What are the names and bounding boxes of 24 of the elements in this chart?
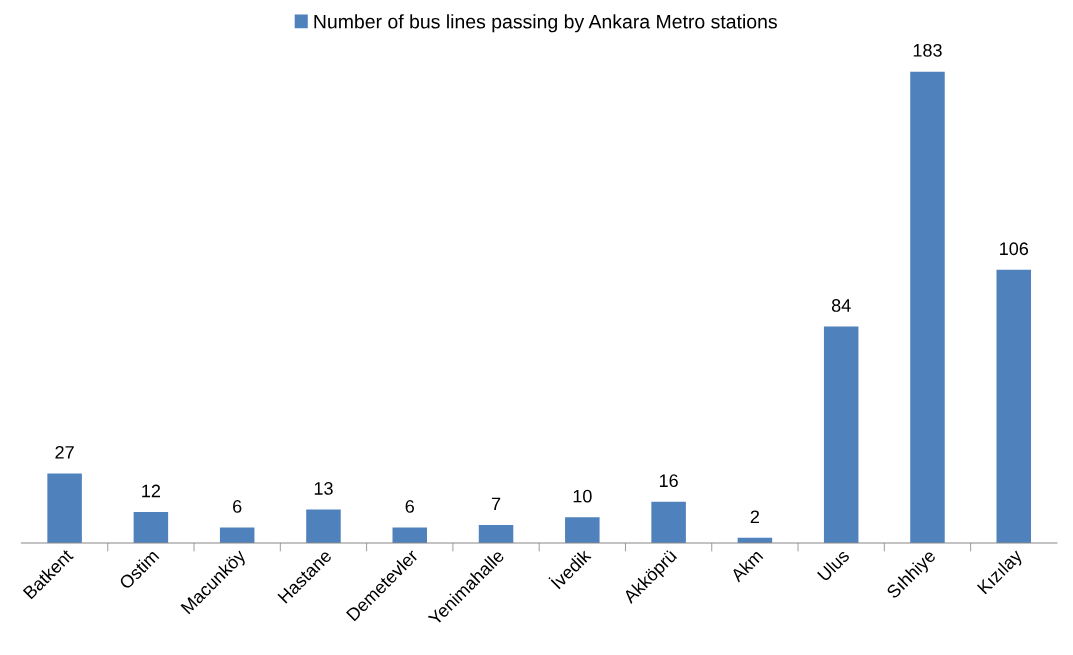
bar xyxy=(910,71,945,543)
data-label: 106 xyxy=(1000,242,1029,256)
bar xyxy=(133,512,169,543)
data-label: 27 xyxy=(55,445,74,459)
x-tick-label: Ulus xyxy=(816,548,851,582)
data-label: 12 xyxy=(142,484,161,498)
data-label: 16 xyxy=(659,474,678,488)
bar xyxy=(478,524,514,543)
bar xyxy=(996,269,1032,543)
data-label: 10 xyxy=(573,489,592,503)
data-label: 2 xyxy=(750,510,760,523)
data-label: 13 xyxy=(314,482,333,495)
data-label: 6 xyxy=(405,500,414,513)
data-label: 7 xyxy=(491,497,501,511)
legend-label: Number of bus lines passing by Ankara Metro stations xyxy=(314,14,777,33)
bar xyxy=(306,509,341,543)
bar xyxy=(823,326,859,543)
data-label: 6 xyxy=(233,500,242,513)
data-label: 84 xyxy=(831,299,851,312)
bar xyxy=(565,517,600,543)
data-label: 183 xyxy=(913,43,942,57)
bar xyxy=(47,473,82,543)
bar xyxy=(651,501,686,543)
bar xyxy=(392,527,428,543)
